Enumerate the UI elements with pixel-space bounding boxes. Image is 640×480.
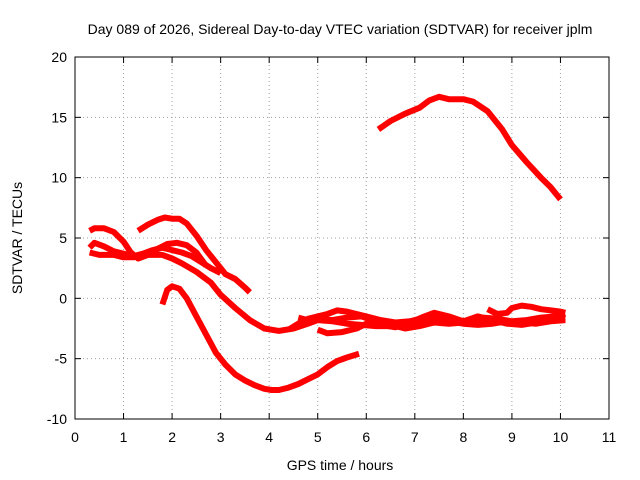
y-tick-label: 0 [59,290,67,306]
x-tick-label: 11 [602,429,617,445]
chart-title: Day 089 of 2026, Sidereal Day-to-day VTE… [88,21,593,37]
y-tick-label: -5 [55,351,68,367]
x-tick-label: 4 [265,429,273,445]
x-tick-label: 7 [411,429,419,445]
x-tick-label: 6 [362,429,370,445]
y-tick-label: 20 [51,49,67,65]
y-tick-label: 10 [51,170,67,186]
x-tick-label: 10 [553,429,569,445]
series-line-arc-9 [297,313,566,332]
x-tick-label: 8 [459,429,467,445]
y-axis-label: SDTVAR / TECUs [9,182,25,294]
series-line-arc-2 [136,214,252,295]
x-tick-label: 5 [314,429,322,445]
series-line-arc-4 [87,239,222,276]
axis-ticks: 0 1 2 3 4 5 6 7 8 9 10 11 -10 -5 0 5 10 15 20 [47,49,617,445]
x-tick-label: 1 [120,429,128,445]
x-tick-label: 2 [168,429,176,445]
series-line-arc-1 [376,93,563,202]
series-group [87,93,567,393]
x-tick-label: 9 [508,429,516,445]
grid [75,57,609,419]
x-axis-label: GPS time / hours [287,457,394,473]
x-tick-label: 3 [217,429,225,445]
y-tick-label: -10 [47,411,67,427]
y-tick-label: 5 [59,230,67,246]
series-line-arc-10 [486,302,567,317]
y-tick-label: 15 [51,109,67,125]
x-tick-label: 0 [71,429,79,445]
series-line-arc-6 [159,283,360,393]
